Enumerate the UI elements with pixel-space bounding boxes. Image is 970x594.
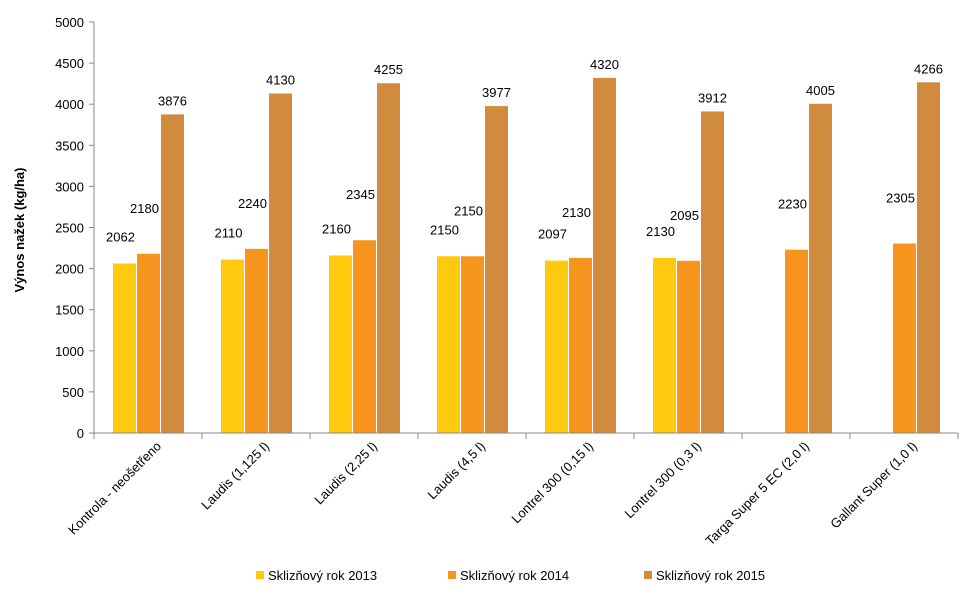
x-tick-label: Laudis (2,25 l) <box>311 439 380 508</box>
data-label: 2062 <box>106 230 135 245</box>
bars <box>113 77 940 434</box>
legend-swatch <box>448 571 456 579</box>
data-label: 2240 <box>238 196 267 211</box>
bar <box>329 255 352 433</box>
data-label: 2305 <box>886 191 915 206</box>
data-label: 2230 <box>778 197 807 212</box>
data-label: 4266 <box>914 61 943 76</box>
data-label: 2180 <box>130 201 159 216</box>
bar <box>245 248 268 433</box>
data-label: 2345 <box>346 187 375 202</box>
y-tick-label: 4500 <box>55 56 84 71</box>
x-tick-label: Targa Super 5 EC (2,0 l) <box>702 439 812 549</box>
data-labels: 2062 2110 2160 2150 2097 2130 2180 2240 2345 2150… <box>106 57 943 245</box>
y-tick-label: 4000 <box>55 97 84 112</box>
x-tick-label: Kontrola - neošetřeno <box>65 439 164 538</box>
y-tick-label: 500 <box>62 385 84 400</box>
legend-swatch <box>644 571 652 579</box>
bar <box>545 260 568 433</box>
bar <box>161 114 184 434</box>
bar <box>653 257 676 433</box>
y-tick-label: 0 <box>77 426 84 441</box>
legend-swatch <box>256 571 264 579</box>
data-label: 3977 <box>482 85 511 100</box>
bar <box>269 93 292 433</box>
data-label: 2097 <box>538 227 567 242</box>
bar <box>917 82 940 433</box>
x-tick-label: Laudis (4,5 l) <box>424 439 488 503</box>
data-label: 2095 <box>670 208 699 223</box>
bar <box>677 260 700 433</box>
bar <box>353 240 376 433</box>
data-label: 2150 <box>454 203 483 218</box>
bar <box>221 259 244 433</box>
y-tick-label: 5000 <box>55 15 84 30</box>
bar <box>137 253 160 433</box>
x-tick-label: Lontrel 300 (0,3 l) <box>621 439 704 522</box>
data-label: 2150 <box>430 222 459 237</box>
bar <box>377 83 400 433</box>
data-label: 3912 <box>698 90 727 105</box>
x-tick-label: Gallant Super (1,0 l) <box>827 439 920 532</box>
data-label: 4255 <box>374 62 403 77</box>
data-label: 2130 <box>562 205 591 220</box>
data-label: 3876 <box>158 93 187 108</box>
y-tick-label: 1000 <box>55 344 84 359</box>
x-tick-label: Laudis (1,125 l) <box>198 439 272 513</box>
x-axis: Kontrola - neošetřeno Laudis (1,125 l) Lau… <box>65 432 959 549</box>
data-label: 2130 <box>646 224 675 239</box>
bar <box>461 256 484 433</box>
bar <box>437 256 460 433</box>
data-label: 4320 <box>590 57 619 72</box>
data-label: 4130 <box>266 73 295 88</box>
y-tick-label: 3500 <box>55 138 84 153</box>
legend: Sklizňový rok 2013 Sklizňový rok 2014 Skli… <box>256 568 765 583</box>
legend-label: Sklizňový rok 2014 <box>460 568 569 583</box>
bar <box>113 263 136 433</box>
bar <box>809 103 832 433</box>
x-tick-label: Lontrel 300 (0,15 l) <box>508 439 596 527</box>
y-axis: 0 500 1000 1500 2000 2500 3000 3500 4000 4500 5000 <box>55 15 95 441</box>
bar <box>701 111 724 434</box>
bar <box>569 257 592 433</box>
legend-label: Sklizňový rok 2015 <box>656 568 765 583</box>
data-label: 2110 <box>215 226 243 241</box>
data-label: 2160 <box>322 221 351 236</box>
bar <box>593 77 616 434</box>
bar <box>485 106 508 433</box>
y-tick-label: 1500 <box>55 303 84 318</box>
y-tick-label: 2000 <box>55 262 84 277</box>
y-tick-label: 3000 <box>55 179 84 194</box>
bar <box>893 243 916 433</box>
legend-label: Sklizňový rok 2013 <box>268 568 377 583</box>
y-tick-label: 2500 <box>55 221 84 236</box>
data-label: 4005 <box>806 83 835 98</box>
y-axis-title: Výnos nažek (kg/ha) <box>12 168 27 293</box>
bar <box>785 249 808 433</box>
